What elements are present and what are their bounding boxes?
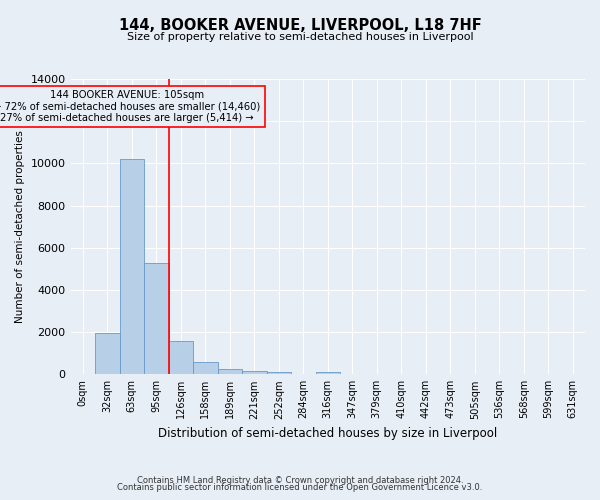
Text: Size of property relative to semi-detached houses in Liverpool: Size of property relative to semi-detach… bbox=[127, 32, 473, 42]
Bar bbox=[144, 262, 169, 374]
Text: 144, BOOKER AVENUE, LIVERPOOL, L18 7HF: 144, BOOKER AVENUE, LIVERPOOL, L18 7HF bbox=[119, 18, 481, 32]
Bar bbox=[218, 368, 242, 374]
Bar bbox=[119, 159, 144, 374]
Bar bbox=[193, 362, 218, 374]
Bar bbox=[316, 372, 340, 374]
Bar bbox=[169, 341, 193, 374]
Text: Contains public sector information licensed under the Open Government Licence v3: Contains public sector information licen… bbox=[118, 484, 482, 492]
Text: 144 BOOKER AVENUE: 105sqm
← 72% of semi-detached houses are smaller (14,460)
27%: 144 BOOKER AVENUE: 105sqm ← 72% of semi-… bbox=[0, 90, 260, 122]
Y-axis label: Number of semi-detached properties: Number of semi-detached properties bbox=[15, 130, 25, 323]
Bar bbox=[242, 370, 266, 374]
Text: Contains HM Land Registry data © Crown copyright and database right 2024.: Contains HM Land Registry data © Crown c… bbox=[137, 476, 463, 485]
Bar bbox=[266, 372, 291, 374]
X-axis label: Distribution of semi-detached houses by size in Liverpool: Distribution of semi-detached houses by … bbox=[158, 427, 497, 440]
Bar bbox=[95, 333, 119, 374]
